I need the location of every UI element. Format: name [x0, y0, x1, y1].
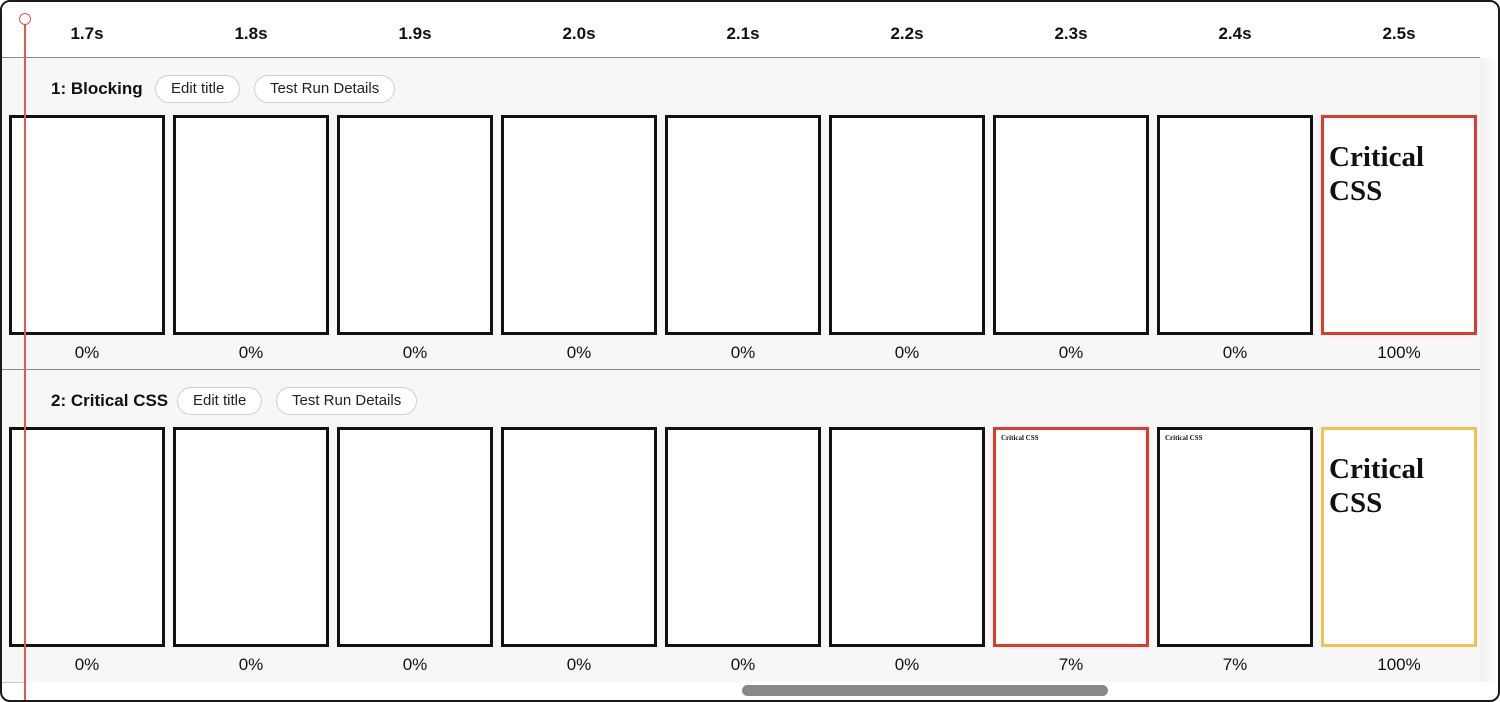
test-run-row: 1: Blocking Edit title Test Run Details … — [2, 58, 1480, 370]
test-run-row: 2: Critical CSS Edit title Test Run Deta… — [2, 370, 1480, 683]
visual-progress: 0% — [894, 343, 920, 362]
visual-progress: 100% — [1377, 343, 1421, 362]
scrollbar-thumb[interactable] — [742, 685, 1108, 696]
scroll-fade-edge — [1480, 58, 1498, 682]
filmstrip-frame[interactable] — [829, 427, 985, 647]
time-tick: 2.5s — [1382, 24, 1416, 43]
filmstrip-frame-complete[interactable]: Critical CSS — [1321, 427, 1477, 647]
filmstrip-frame[interactable] — [337, 427, 493, 647]
visual-progress: 0% — [402, 343, 428, 362]
frame-page-text: Critical CSS — [1001, 434, 1039, 442]
filmstrip-frame[interactable] — [665, 115, 821, 335]
filmstrip-frame[interactable] — [9, 427, 165, 647]
visual-progress: 0% — [894, 655, 920, 674]
time-tick: 2.1s — [726, 24, 760, 43]
filmstrip-frame[interactable] — [829, 115, 985, 335]
visual-progress: 0% — [1058, 343, 1084, 362]
visual-progress: 0% — [730, 655, 756, 674]
visual-progress: 0% — [566, 343, 592, 362]
frame-page-text: Critical CSS — [1329, 453, 1425, 519]
playhead-handle[interactable] — [19, 13, 31, 25]
row-title: 1: Blocking — [51, 79, 143, 98]
visual-progress: 0% — [238, 655, 264, 674]
time-tick: 1.7s — [70, 24, 104, 43]
timeline-header: 1.7s 1.8s 1.9s 2.0s 2.1s 2.2s 2.3s 2.4s … — [2, 2, 1480, 58]
visual-progress: 7% — [1058, 655, 1084, 674]
filmstrip-frame[interactable] — [1157, 115, 1313, 335]
visual-progress: 0% — [74, 343, 100, 362]
time-tick: 2.3s — [1054, 24, 1088, 43]
frame-page-text: Critical CSS — [1329, 141, 1425, 207]
visual-progress: 0% — [402, 655, 428, 674]
edit-title-button[interactable]: Edit title — [155, 75, 241, 103]
filmstrip-frame[interactable] — [501, 115, 657, 335]
time-tick: 2.0s — [562, 24, 596, 43]
test-run-details-button[interactable]: Test Run Details — [276, 387, 418, 415]
filmstrip-frame[interactable] — [337, 115, 493, 335]
visual-progress: 7% — [1222, 655, 1248, 674]
visual-progress: 0% — [238, 343, 264, 362]
visual-progress: 0% — [730, 343, 756, 362]
filmstrip-frame[interactable] — [993, 115, 1149, 335]
filmstrip-frame-changed[interactable]: Critical CSS — [1321, 115, 1477, 335]
filmstrip-frame-changed[interactable]: Critical CSS — [993, 427, 1149, 647]
filmstrip-frame[interactable]: Critical CSS — [1157, 427, 1313, 647]
filmstrip-frame[interactable] — [173, 427, 329, 647]
filmstrip-frame[interactable] — [501, 427, 657, 647]
frame-page-text: Critical CSS — [1165, 434, 1203, 442]
row-title: 2: Critical CSS — [51, 391, 169, 410]
playhead-line[interactable] — [24, 20, 26, 700]
test-run-details-button[interactable]: Test Run Details — [254, 75, 396, 103]
visual-progress: 0% — [566, 655, 592, 674]
time-tick: 1.9s — [398, 24, 432, 43]
time-tick: 2.4s — [1218, 24, 1252, 43]
time-tick: 1.8s — [234, 24, 268, 43]
time-tick: 2.2s — [890, 24, 924, 43]
visual-progress: 0% — [74, 655, 100, 674]
edit-title-button[interactable]: Edit title — [177, 387, 263, 415]
filmstrip-frame[interactable] — [173, 115, 329, 335]
filmstrip-frame[interactable] — [9, 115, 165, 335]
visual-progress: 100% — [1377, 655, 1421, 674]
visual-progress: 0% — [1222, 343, 1248, 362]
filmstrip-frame[interactable] — [665, 427, 821, 647]
